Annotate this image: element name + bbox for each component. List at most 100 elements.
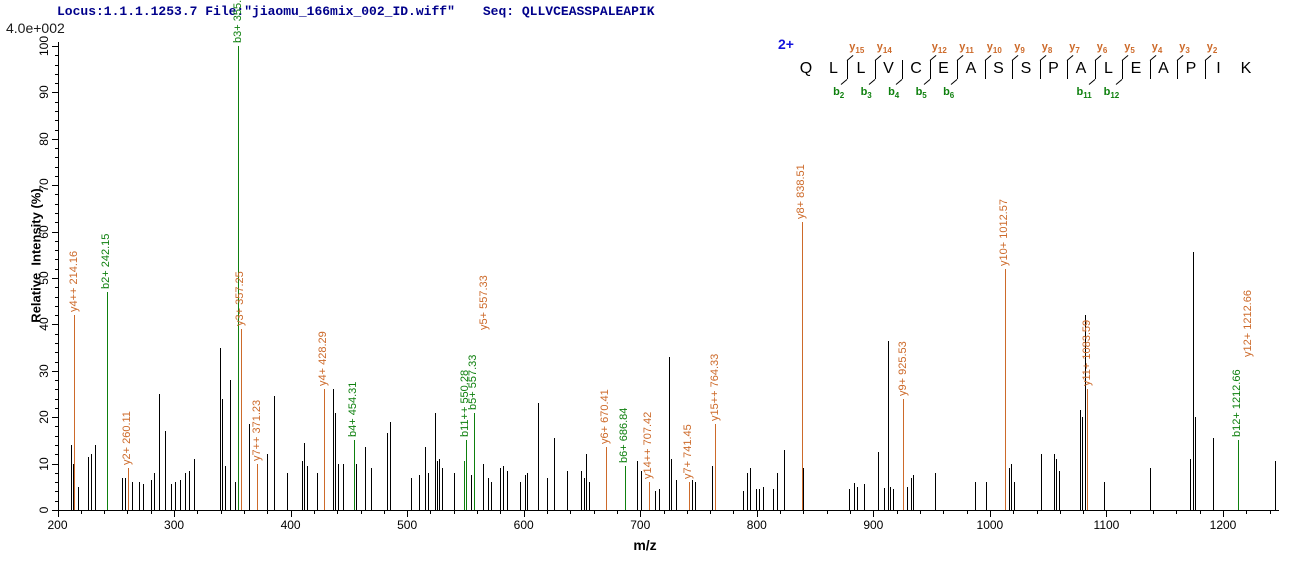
y-ion-label: y9	[1014, 41, 1025, 56]
x-tick	[733, 511, 735, 514]
peak	[94, 445, 96, 510]
x-tick	[686, 511, 688, 514]
x-tick	[267, 511, 269, 514]
y-tick	[51, 92, 58, 94]
y-tick	[51, 417, 58, 419]
cleavage-mark	[984, 60, 986, 79]
peak	[142, 484, 144, 510]
peak	[848, 489, 850, 510]
peak	[893, 489, 895, 510]
peak	[273, 396, 275, 510]
peak	[189, 470, 191, 510]
y-tick	[54, 120, 58, 122]
x-tick	[547, 511, 548, 514]
y-tick	[54, 148, 58, 150]
y-tick	[54, 305, 58, 307]
cleavage-mark	[1039, 60, 1041, 79]
peak	[853, 483, 855, 510]
peak	[1014, 482, 1016, 510]
x-axis	[57, 510, 1280, 511]
y-tick	[54, 352, 58, 354]
cleavage-mark	[847, 60, 849, 79]
x-tick	[1176, 511, 1178, 514]
x-tick	[197, 511, 199, 514]
y-tick	[54, 398, 58, 400]
ion-peak	[1004, 268, 1006, 510]
y-ion-label: y15	[849, 41, 865, 56]
x-tick-label: 800	[746, 518, 767, 532]
x-tick	[826, 511, 828, 514]
y-tick	[54, 407, 58, 409]
peptide-residue: I	[1216, 60, 1221, 77]
peak	[387, 433, 389, 510]
peak	[527, 472, 529, 510]
y-tick	[54, 315, 58, 317]
x-tick-label: 300	[164, 518, 185, 532]
y-tick	[51, 138, 58, 140]
peptide-residue: Q	[799, 60, 813, 77]
peak	[1079, 410, 1081, 510]
y-tick-label: 50	[37, 271, 51, 285]
peak	[1081, 417, 1083, 510]
y-tick	[54, 203, 58, 205]
peak	[356, 463, 358, 510]
peak	[332, 389, 334, 510]
x-tick	[477, 511, 479, 514]
peak-label: b6+ 686.84	[618, 407, 631, 463]
peak	[150, 479, 152, 510]
peak	[711, 465, 713, 510]
peak	[554, 438, 555, 510]
peak	[784, 449, 786, 510]
cleavage-mark	[874, 60, 876, 79]
x-tick	[313, 511, 315, 514]
y-tick	[54, 268, 58, 270]
peak	[1192, 252, 1194, 510]
peak-label: b3+ 355.24	[231, 0, 244, 43]
peak	[691, 479, 693, 510]
ion-peak	[240, 329, 242, 510]
peak	[248, 424, 250, 510]
peptide-residue: E	[1130, 60, 1142, 77]
peak	[174, 482, 176, 510]
y-tick-label: 90	[37, 85, 51, 100]
ion-peak	[473, 412, 475, 510]
peak-label: y9+ 925.53	[896, 340, 909, 396]
x-tick	[803, 511, 805, 514]
peak	[636, 461, 638, 510]
peptide-residue: E	[938, 60, 949, 77]
ion-peak	[465, 440, 467, 510]
x-tick	[500, 511, 502, 514]
peak	[439, 458, 441, 510]
y-tick	[54, 389, 58, 391]
x-tick	[243, 511, 245, 514]
peak	[910, 477, 912, 510]
y-tick	[54, 213, 58, 215]
x-tick	[943, 511, 945, 514]
cleavage-b-tick	[895, 78, 903, 85]
y-tick	[54, 83, 58, 85]
y-tick	[54, 64, 58, 66]
peptide-residue: A	[1158, 60, 1169, 77]
ion-peak	[1237, 440, 1239, 510]
peak	[343, 463, 345, 510]
y-tick	[54, 333, 58, 335]
cleavage-b-tick	[950, 78, 958, 85]
peak	[655, 491, 657, 510]
peptide-residue: P	[1185, 60, 1197, 77]
x-tick	[523, 511, 525, 517]
peak	[676, 479, 678, 510]
x-tick-label: 900	[863, 518, 884, 532]
y-tick	[54, 342, 58, 344]
peak	[165, 431, 167, 510]
peak-label: b5+ 557.33	[467, 354, 480, 410]
ion-peak	[127, 468, 129, 510]
ion-peak	[106, 291, 108, 510]
b-ion-label: b3	[860, 86, 872, 101]
peak	[695, 482, 697, 510]
y-tick	[51, 463, 58, 465]
x-tick	[780, 511, 782, 514]
b-ion-label: b12	[1103, 86, 1120, 101]
x-tick	[80, 511, 82, 514]
peak	[503, 465, 505, 510]
peak	[864, 484, 866, 510]
